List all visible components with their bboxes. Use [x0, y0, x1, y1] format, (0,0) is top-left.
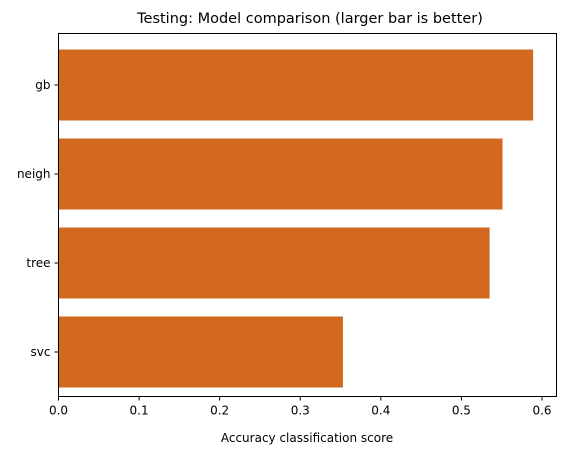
x-tick-label: 0.0 [49, 404, 68, 418]
x-tick-label: 0.1 [130, 404, 149, 418]
bar-svc [59, 317, 343, 388]
bar-gb [59, 50, 534, 121]
x-tick-label: 0.3 [291, 404, 310, 418]
y-tick-label-tree: tree [26, 256, 50, 270]
y-tick-label-neigh: neigh [17, 167, 51, 181]
chart-title: Testing: Model comparison (larger bar is… [136, 11, 483, 27]
x-tick-label: 0.5 [452, 404, 471, 418]
x-axis-label: Accuracy classification score [221, 431, 393, 445]
bars-group [59, 50, 534, 388]
bar-neigh [59, 139, 503, 210]
x-tick-label: 0.2 [210, 404, 229, 418]
x-axis-ticks: 0.0 0.1 0.2 0.3 0.4 0.5 0.6 [49, 397, 552, 418]
y-tick-label-gb: gb [35, 78, 50, 92]
y-tick-label-svc: svc [31, 345, 51, 359]
y-axis-ticks: gb neigh tree svc [17, 78, 59, 359]
x-tick-label: 0.6 [532, 404, 551, 418]
x-tick-label: 0.4 [371, 404, 390, 418]
bar-tree [59, 228, 490, 299]
